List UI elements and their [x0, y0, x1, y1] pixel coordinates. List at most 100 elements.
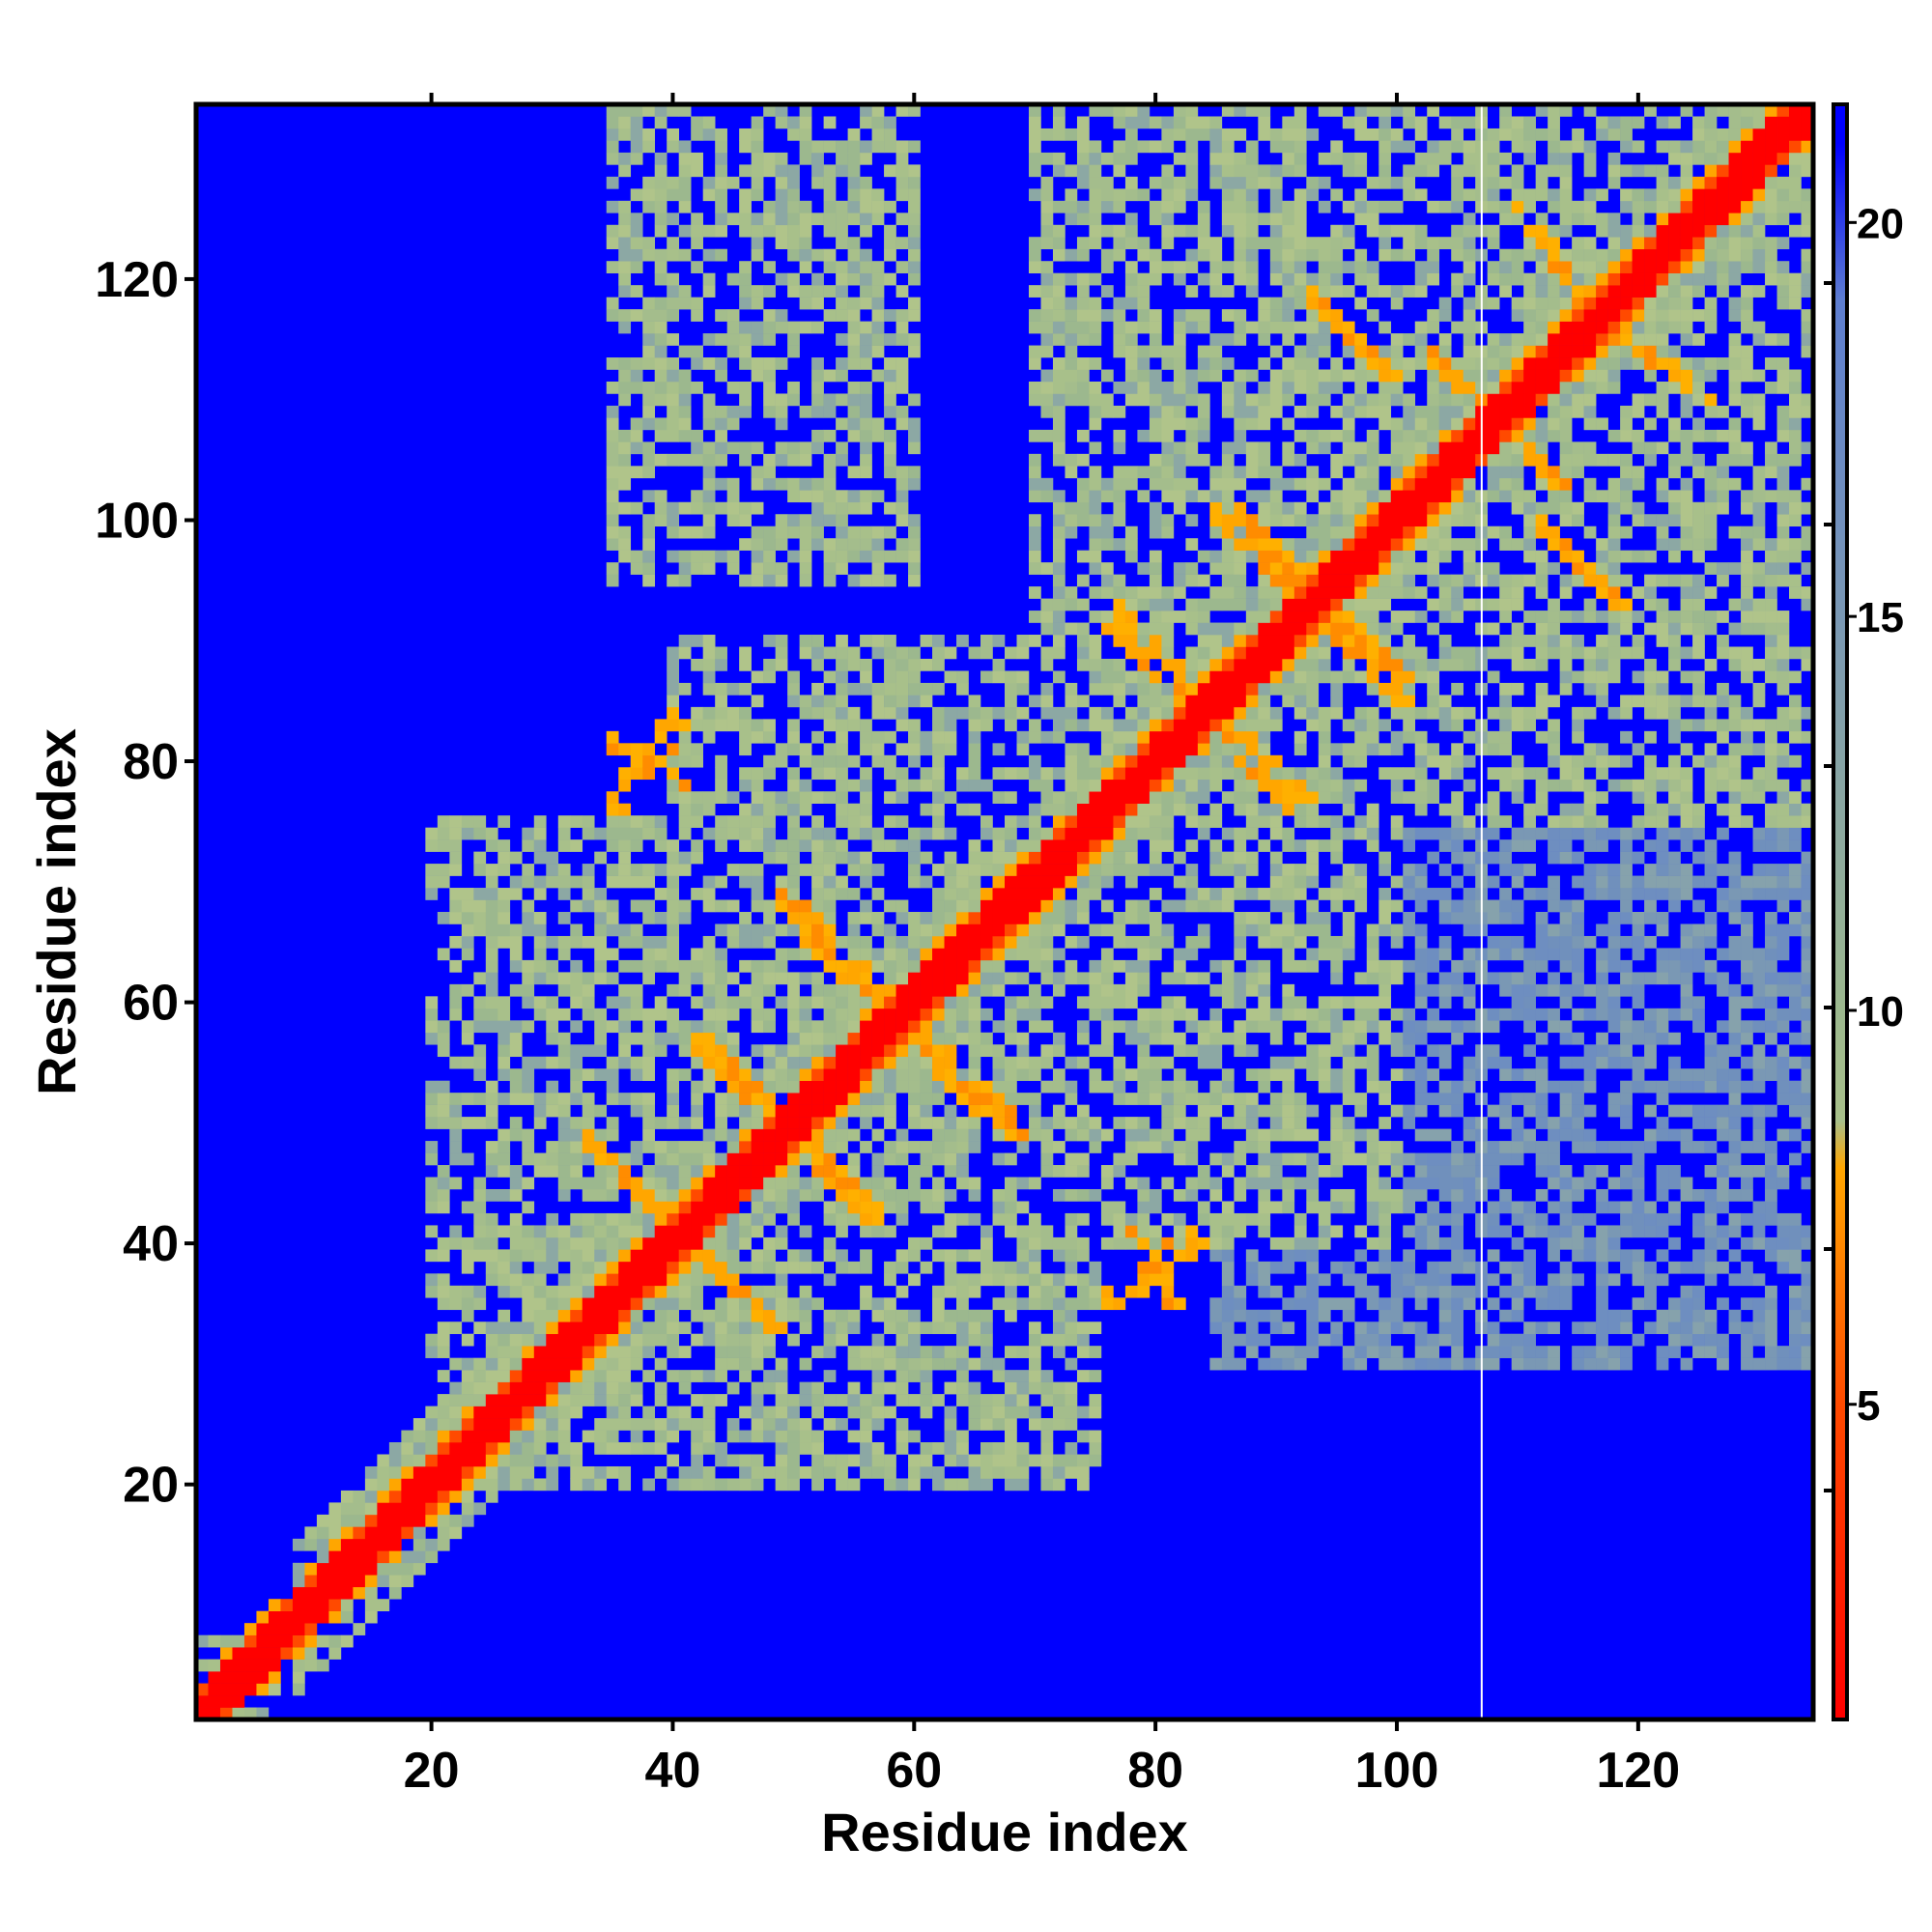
heatmap-cell: [1245, 1141, 1259, 1153]
heatmap-cell: [1028, 1008, 1041, 1021]
heatmap-cell: [751, 923, 764, 937]
heatmap-cell: [485, 1394, 498, 1406]
heatmap-cell: [895, 1478, 909, 1492]
heatmap-cell: [1185, 682, 1199, 696]
heatmap-cell: [715, 839, 727, 852]
heatmap-cell: [871, 1093, 885, 1105]
heatmap-cell: [920, 959, 933, 973]
heatmap-cell: [763, 1020, 776, 1034]
heatmap-cell: [570, 1020, 583, 1034]
heatmap-cell: [1234, 803, 1247, 816]
heatmap-cell: [691, 297, 703, 310]
heatmap-cell: [1269, 562, 1283, 575]
heatmap-cell: [353, 1538, 366, 1551]
heatmap-cell: [691, 996, 703, 1009]
heatmap-cell: [1137, 1080, 1151, 1094]
heatmap-cell: [932, 972, 945, 985]
heatmap-cell: [715, 164, 727, 178]
heatmap-cell: [775, 526, 788, 539]
heatmap-cell: [1052, 381, 1065, 394]
heatmap-cell: [944, 875, 957, 889]
heatmap-cell: [751, 550, 764, 563]
heatmap-cell: [473, 899, 487, 913]
heatmap-cell: [908, 297, 921, 310]
heatmap-cell: [473, 996, 487, 1009]
heatmap-cell: [823, 405, 837, 418]
heatmap-cell: [522, 864, 535, 876]
heatmap-cell: [678, 1370, 692, 1382]
heatmap-cell: [691, 635, 703, 647]
heatmap-cell: [1197, 827, 1210, 840]
heatmap-cell: [751, 839, 764, 852]
heatmap-cell: [316, 1538, 329, 1551]
heatmap-cell: [654, 321, 668, 334]
heatmap-cell: [1028, 719, 1041, 732]
heatmap-cell: [1318, 996, 1331, 1009]
heatmap-cell: [884, 501, 896, 515]
heatmap-cell: [739, 285, 752, 298]
heatmap-cell: [836, 1044, 848, 1058]
heatmap-cell: [642, 248, 656, 262]
heatmap-cell: [739, 1080, 752, 1094]
heatmap-cell: [1282, 983, 1295, 997]
heatmap-cell: [1258, 754, 1271, 768]
heatmap-cell: [546, 935, 559, 949]
heatmap-cell: [630, 1418, 643, 1431]
heatmap-cell: [533, 851, 547, 865]
heatmap-cell: [763, 635, 776, 647]
heatmap-cell: [1076, 1321, 1090, 1335]
heatmap-cell: [1161, 200, 1175, 213]
heatmap-cell: [654, 116, 668, 129]
heatmap-cell: [726, 1346, 740, 1358]
heatmap-cell: [1065, 1225, 1078, 1238]
heatmap-cell: [944, 1044, 957, 1058]
heatmap-cell: [1282, 116, 1295, 129]
heatmap-cell: [715, 1394, 727, 1406]
heatmap-cell: [836, 706, 848, 720]
heatmap-cell: [642, 357, 656, 370]
heatmap-cell: [871, 754, 885, 768]
heatmap-cell: [461, 899, 474, 913]
heatmap-cell: [871, 116, 885, 129]
heatmap-cell: [763, 670, 776, 684]
heatmap-cell: [570, 1285, 583, 1298]
heatmap-cell: [799, 646, 812, 660]
heatmap-cell: [980, 1044, 993, 1058]
heatmap-cell: [691, 1249, 703, 1263]
heatmap-cell: [425, 1177, 439, 1190]
heatmap-cell: [847, 996, 861, 1009]
heatmap-cell: [823, 490, 837, 503]
heatmap-cell: [594, 1273, 608, 1287]
heatmap-cell: [763, 1068, 776, 1081]
heatmap-cell: [594, 851, 608, 865]
heatmap-cell: [1306, 405, 1320, 418]
heatmap-cell: [606, 381, 619, 394]
heatmap-cell: [691, 213, 703, 226]
heatmap-cell: [557, 1273, 571, 1287]
heatmap-cell: [1245, 851, 1259, 865]
heatmap-cell: [1113, 851, 1126, 865]
heatmap-cell: [1028, 779, 1041, 792]
heatmap-cell: [606, 815, 619, 828]
heatmap-cell: [823, 1249, 837, 1263]
heatmap-cell: [1234, 514, 1247, 527]
heatmap-cell: [920, 743, 933, 756]
heatmap-cell: [739, 1370, 752, 1382]
heatmap-cell: [715, 128, 727, 141]
heatmap-cell: [1185, 935, 1199, 949]
heatmap-cell: [884, 1357, 896, 1371]
heatmap-cell: [1065, 622, 1078, 636]
heatmap-cell: [1234, 695, 1247, 708]
heatmap-cell: [1282, 1201, 1295, 1214]
heatmap-cell: [932, 1141, 945, 1153]
heatmap-cell: [304, 1610, 318, 1624]
heatmap-cell: [980, 912, 993, 924]
heatmap-cell: [509, 1188, 523, 1202]
heatmap-cell: [1245, 1128, 1259, 1142]
heatmap-cell: [1209, 983, 1223, 997]
heatmap-cell: [473, 864, 487, 876]
heatmap-cell: [437, 1370, 450, 1382]
heatmap-cell: [1221, 381, 1235, 394]
heatmap-cell: [691, 1152, 703, 1166]
heatmap-cell: [557, 1093, 571, 1105]
